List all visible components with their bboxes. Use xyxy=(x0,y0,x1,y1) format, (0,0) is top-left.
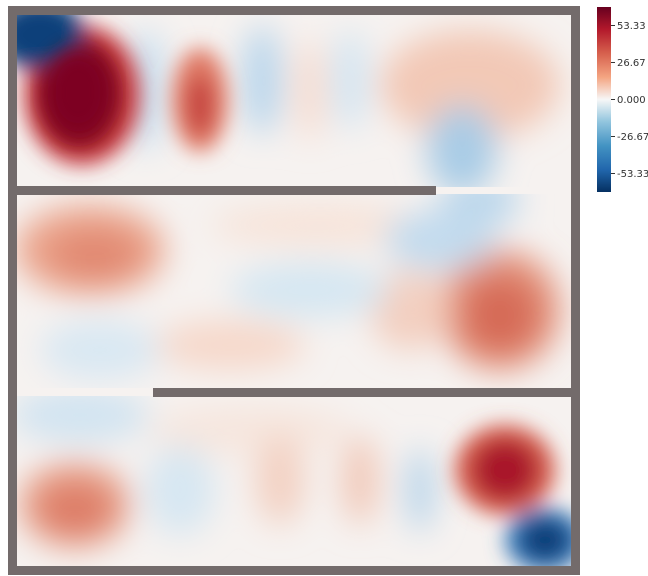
inner-wall-upper xyxy=(8,186,436,195)
colorbar-tick-label: 0.000 xyxy=(617,95,646,106)
colorbar-gradient xyxy=(597,7,611,192)
colorbar-tick-label: -26.67 xyxy=(617,132,648,143)
colorbar-tick-label: 26.67 xyxy=(617,58,646,69)
colorbar-ticks: 53.33 26.67 0.000 -26.67 -53.33 xyxy=(611,21,648,180)
outer-wall-left xyxy=(8,6,17,575)
colorbar: 53.33 26.67 0.000 -26.67 -53.33 xyxy=(597,7,648,192)
top-room-field xyxy=(16,14,560,187)
outer-wall-right xyxy=(571,6,580,575)
inner-wall-lower xyxy=(153,388,580,397)
colorbar-tick-label: 53.33 xyxy=(617,21,646,32)
bottom-room-field xyxy=(16,396,572,566)
domain-walls xyxy=(8,6,580,575)
outer-wall-top xyxy=(8,6,580,15)
middle-room-field xyxy=(16,194,560,380)
outer-wall-bottom xyxy=(8,566,580,575)
colorbar-tick-label: -53.33 xyxy=(617,169,648,180)
